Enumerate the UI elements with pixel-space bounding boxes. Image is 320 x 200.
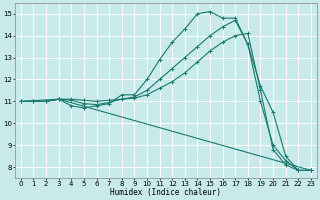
X-axis label: Humidex (Indice chaleur): Humidex (Indice chaleur)	[110, 188, 221, 197]
